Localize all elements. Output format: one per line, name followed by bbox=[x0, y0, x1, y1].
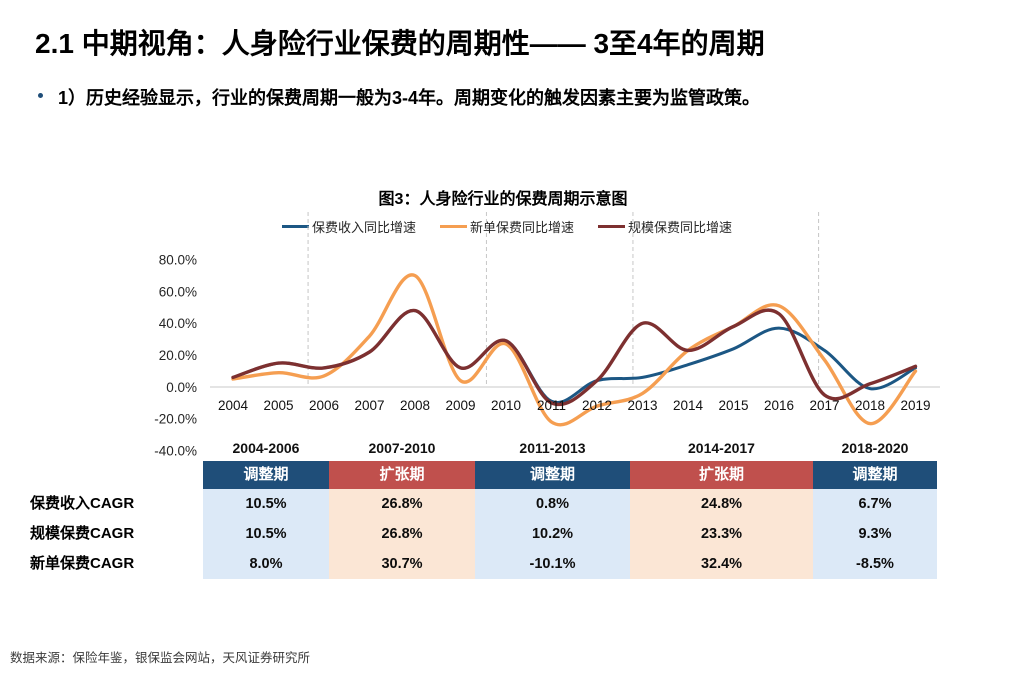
x-year-label: 2005 bbox=[263, 398, 293, 413]
x-year-label: 2017 bbox=[809, 398, 839, 413]
phase-badge-adjustment: 调整期 bbox=[203, 461, 329, 489]
y-tick-label: 0.0% bbox=[166, 380, 197, 395]
legend-line-swatch-blue bbox=[282, 224, 309, 229]
x-year-label: 2006 bbox=[309, 398, 339, 413]
legend-line-swatch-maroon bbox=[598, 224, 626, 229]
legend-label: 新单保费同比增速 bbox=[470, 220, 575, 235]
x-year-label: 2015 bbox=[718, 398, 748, 413]
page-title: 2.1 中期视角：人身险行业保费的周期性—— 3至4年的周期 bbox=[35, 28, 765, 59]
series-line-2 bbox=[231, 308, 918, 407]
table-cell: 26.8% bbox=[329, 519, 475, 549]
x-year-label: 2004 bbox=[218, 398, 249, 413]
x-year-label: 2007 bbox=[354, 398, 384, 413]
legend-line-swatch-orange bbox=[440, 224, 468, 229]
table-cell: 26.8% bbox=[329, 489, 475, 519]
x-year-label: 2011 bbox=[537, 398, 566, 413]
bullet-icon bbox=[38, 93, 43, 98]
phase-badge-expansion: 扩张期 bbox=[630, 461, 813, 489]
period-label: 2007-2010 bbox=[368, 440, 436, 456]
y-tick-label: 20.0% bbox=[159, 348, 197, 363]
data-source-note: 数据来源：保险年鉴，银保监会网站，天风证券研究所 bbox=[10, 651, 311, 665]
row-label-premium-income-cagr: 保费收入CAGR bbox=[30, 495, 135, 512]
premium-growth-line-chart: 80.0% 60.0% 40.0% 20.0% 0.0% -20.0% -40.0% 2004… bbox=[154, 212, 940, 458]
phase-badge-expansion: 扩张期 bbox=[329, 461, 475, 489]
table-cell: 6.7% bbox=[813, 489, 937, 519]
legend-item-scale-premium: 规模保费同比增速 bbox=[598, 217, 732, 236]
table-cell: 9.3% bbox=[813, 519, 937, 549]
table-cell: 32.4% bbox=[630, 549, 813, 579]
y-tick-label: -40.0% bbox=[154, 443, 197, 458]
legend-item-new-policy-premium: 新单保费同比增速 bbox=[440, 217, 574, 236]
table-cell: 8.0% bbox=[203, 549, 329, 579]
table-cell: 10.2% bbox=[475, 519, 630, 549]
y-tick-label: -20.0% bbox=[154, 412, 197, 427]
legend-item-premium-income: 保费收入同比增速 bbox=[282, 217, 416, 236]
legend-label: 规模保费同比增速 bbox=[628, 220, 733, 235]
x-year-label: 2016 bbox=[764, 398, 794, 413]
table-cell: 24.8% bbox=[630, 489, 813, 519]
table-cell: 0.8% bbox=[475, 489, 630, 519]
legend-label: 保费收入同比增速 bbox=[312, 220, 417, 235]
period-label: 2004-2006 bbox=[232, 440, 300, 456]
row-label-new-policy-cagr: 新单保费CAGR bbox=[30, 555, 135, 572]
phase-badge-adjustment: 调整期 bbox=[475, 461, 630, 489]
period-label: 2018-2020 bbox=[841, 440, 909, 456]
table-cell: 10.5% bbox=[203, 519, 329, 549]
x-year-label: 2018 bbox=[855, 398, 885, 413]
table-cell: -8.5% bbox=[813, 549, 937, 579]
table-cell: 30.7% bbox=[329, 549, 475, 579]
x-year-label: 2009 bbox=[445, 398, 475, 413]
phase-badge-adjustment: 调整期 bbox=[813, 461, 937, 489]
bullet-row: 1）历史经验显示，行业的保费周期一般为3-4年。周期变化的触发因素主要为监管政策… bbox=[32, 84, 992, 110]
chart-title: 图3：人身险行业的保费周期示意图 bbox=[378, 191, 628, 208]
table-cell: 23.3% bbox=[630, 519, 813, 549]
table-cell: 10.5% bbox=[203, 489, 329, 519]
bullet-text: 1）历史经验显示，行业的保费周期一般为3-4年。周期变化的触发因素主要为监管政策… bbox=[58, 88, 761, 108]
x-year-label: 2013 bbox=[627, 398, 657, 413]
x-year-label: 2008 bbox=[400, 398, 430, 413]
y-tick-label: 60.0% bbox=[159, 284, 197, 299]
table-cell: -10.1% bbox=[475, 549, 630, 579]
period-label: 2011-2013 bbox=[519, 440, 586, 456]
series-line-0 bbox=[231, 309, 917, 404]
x-year-label: 2019 bbox=[900, 398, 930, 413]
y-tick-label: 40.0% bbox=[159, 316, 197, 331]
y-tick-label: 80.0% bbox=[159, 252, 197, 267]
series-line-1 bbox=[231, 273, 918, 427]
row-label-scale-premium-cagr: 规模保费CAGR bbox=[30, 525, 135, 542]
x-year-label: 2014 bbox=[673, 398, 704, 413]
period-label: 2014-2017 bbox=[688, 440, 755, 456]
x-year-label: 2010 bbox=[491, 398, 521, 413]
chart-legend: 保费收入同比增速 新单保费同比增速 规模保费同比增速 bbox=[282, 217, 732, 236]
x-year-label: 2012 bbox=[582, 398, 612, 413]
